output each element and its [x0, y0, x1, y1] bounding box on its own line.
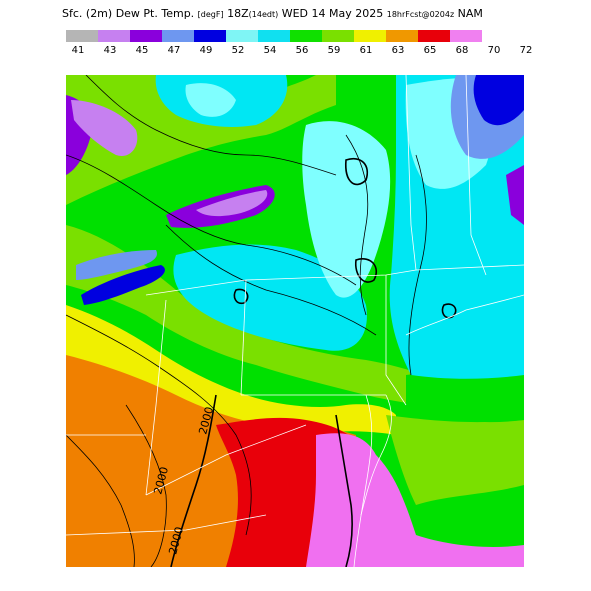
- legend-swatch: [162, 30, 194, 42]
- dewpoint-map: 2000 2000 2000: [66, 75, 524, 567]
- contour-line-bold: [441, 303, 457, 319]
- state-border: [240, 279, 247, 396]
- legend-value-label: 47: [167, 45, 181, 56]
- coastline: [405, 294, 524, 336]
- map-title: Sfc. (2m) Dew Pt. Temp. [degF] 18Z(14edt…: [62, 7, 532, 23]
- lime-region-east: [386, 415, 524, 505]
- contour-lines: [66, 75, 427, 567]
- contour-line: [165, 224, 377, 336]
- lavender-region-northwest: [71, 100, 138, 156]
- pink-region: [306, 433, 524, 567]
- legend-swatch: [386, 30, 418, 42]
- legend-value-label: 54: [263, 45, 277, 56]
- state-border: [465, 75, 487, 276]
- light-cyan-region-north: [185, 83, 236, 117]
- legend-swatch: [98, 30, 130, 42]
- legend-swatch: [258, 30, 290, 42]
- contour-line: [66, 314, 252, 536]
- legend-value-label: 41: [71, 45, 85, 56]
- contour-line: [66, 154, 357, 286]
- state-border: [415, 264, 524, 271]
- color-legend-labels: 41 43 45 47 49 52 54 56 59 61 63 65 68 70 72: [66, 45, 536, 57]
- legend-value-label: 52: [231, 45, 245, 56]
- lavender-region-lake: [196, 190, 268, 217]
- contour-line: [408, 154, 427, 376]
- contour-line: [345, 134, 369, 316]
- legend-swatch: [418, 30, 450, 42]
- title-valid-local: (14edt): [248, 10, 279, 19]
- blue-region-northeast: [473, 75, 524, 126]
- contour-line-bold: [345, 158, 368, 186]
- state-border: [385, 275, 407, 406]
- legend-value-label: 59: [327, 45, 341, 56]
- title-date: WED 14 May 2025: [281, 7, 384, 20]
- legend-value-label: 65: [423, 45, 437, 56]
- legend-swatch: [226, 30, 258, 42]
- legend-swatch: [450, 30, 482, 42]
- title-forecast: 18hrFcst@0204z: [386, 10, 455, 19]
- light-blue-region-west: [76, 250, 157, 280]
- legend-value-label: 45: [135, 45, 149, 56]
- coastline: [360, 394, 392, 516]
- state-border: [145, 269, 417, 296]
- purple-region-east-edge: [506, 165, 524, 225]
- state-border: [145, 424, 307, 496]
- contour-lines-bold: [170, 158, 457, 567]
- contour-line: [66, 434, 135, 567]
- color-legend-bar: [66, 30, 482, 42]
- legend-value-label: 49: [199, 45, 213, 56]
- contour-line: [125, 404, 167, 567]
- title-main: Sfc. (2m) Dew Pt. Temp.: [62, 7, 195, 20]
- contour-line-bold: [233, 288, 249, 305]
- contour-line-bold: [170, 394, 217, 567]
- state-border: [353, 394, 373, 567]
- legend-swatch: [354, 30, 386, 42]
- legend-swatch: [66, 30, 98, 42]
- legend-swatch: [130, 30, 162, 42]
- contour-line-bold: [354, 258, 378, 283]
- state-border: [66, 514, 267, 536]
- title-units: [degF]: [197, 10, 224, 19]
- legend-swatch: [322, 30, 354, 42]
- light-cyan-region-central: [302, 121, 391, 298]
- title-model: NAM: [457, 7, 483, 20]
- legend-value-label: 72: [519, 45, 533, 56]
- state-borders: [66, 75, 524, 567]
- legend-value-label: 61: [359, 45, 373, 56]
- legend-value-label: 63: [391, 45, 405, 56]
- contour-line: [85, 75, 337, 176]
- legend-swatch: [290, 30, 322, 42]
- contour-line-bold: [335, 414, 353, 567]
- title-valid-time: 18Z: [227, 7, 249, 20]
- cyan-region-central: [173, 244, 367, 351]
- state-border: [145, 299, 167, 496]
- blue-region-lake-west: [81, 265, 165, 305]
- legend-value-label: 43: [103, 45, 117, 56]
- legend-value-label: 70: [487, 45, 501, 56]
- legend-swatch: [194, 30, 226, 42]
- state-border: [405, 75, 417, 271]
- legend-value-label: 56: [295, 45, 309, 56]
- legend-value-label: 68: [455, 45, 469, 56]
